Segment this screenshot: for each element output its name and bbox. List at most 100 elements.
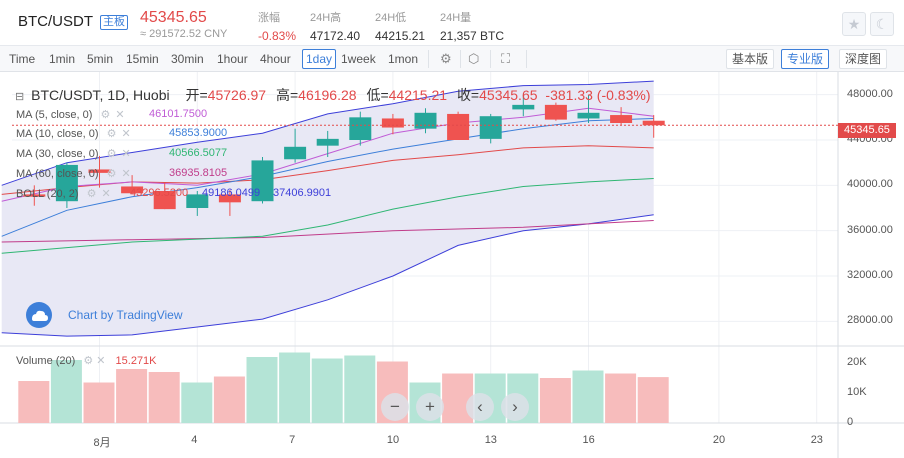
price-tick-label: 48000.00 <box>847 87 893 100</box>
candle-body <box>55 164 78 202</box>
settings-icon[interactable]: ⚙ <box>106 128 117 140</box>
close-icon[interactable]: ✕ <box>121 128 131 140</box>
interval-5min[interactable]: 5min <box>87 52 114 66</box>
indicator-name: MA (5, close, 0) <box>16 109 93 121</box>
candle-body <box>23 194 46 197</box>
volume-bar <box>605 373 637 423</box>
zoom-in-button[interactable]: + <box>416 393 444 421</box>
close-icon[interactable]: ✕ <box>96 355 106 367</box>
ticker-header: BTC/USDT 主板 45345.65 ≈ 291572.52 CNY 涨幅 … <box>0 0 904 46</box>
stat-24h-high: 24H高 47172.40 <box>310 9 360 43</box>
high-label: 高= <box>275 87 299 103</box>
interval-1min[interactable]: 1min <box>49 52 76 66</box>
toolbar-divider <box>490 50 491 68</box>
theme-toggle-button[interactable]: ☾ <box>870 12 894 36</box>
volume-bar <box>311 358 343 423</box>
moon-icon: ☾ <box>875 16 889 32</box>
indicator-ma30[interactable]: MA (30, close, 0) ⚙ ✕ 40566.5077 <box>16 147 227 160</box>
settings-icon[interactable]: ⚙ <box>106 148 117 160</box>
close-icon[interactable]: ✕ <box>121 168 131 180</box>
boll-band-fill <box>1 81 654 337</box>
price-tick-label: 28000.00 <box>847 314 893 327</box>
interval-1mon[interactable]: 1mon <box>388 52 419 66</box>
stat-label: 24H高 <box>310 12 342 24</box>
view-pro-button[interactable]: 专业版 <box>781 49 830 69</box>
time-tick-label: 16 <box>582 434 595 446</box>
time-tick-label: 10 <box>386 434 400 446</box>
interval-1day[interactable]: 1day <box>302 49 337 69</box>
settings-icon[interactable]: ⚙ <box>100 109 111 121</box>
indicator-ma5[interactable]: MA (5, close, 0) ⚙ ✕ 46101.7500 <box>16 108 207 121</box>
stat-label: 涨幅 <box>258 12 280 24</box>
stat-value: 44215.21 <box>375 29 426 43</box>
stat-value: -0.83% <box>258 29 297 43</box>
toolbar-divider <box>526 50 527 68</box>
interval-15min[interactable]: 15min <box>126 52 159 66</box>
volume-tick-label: 10K <box>847 386 867 398</box>
ma10-line <box>1 118 654 237</box>
settings-icon[interactable]: ⚙ <box>83 355 94 367</box>
indicator-ma60[interactable]: MA (60, close, 0) ⚙ ✕ 36935.8105 <box>16 167 227 180</box>
interval-30min[interactable]: 30min <box>171 52 204 66</box>
fullscreen-icon[interactable]: ⛶ <box>501 51 511 66</box>
settings-icon[interactable]: ⚙ <box>440 51 452 66</box>
view-basic-button[interactable]: 基本版 <box>726 49 775 69</box>
favorite-button[interactable]: ★ <box>842 12 866 36</box>
volume-bar <box>637 377 669 423</box>
close-icon[interactable]: ✕ <box>101 188 111 200</box>
last-price: 45345.65 <box>140 9 207 26</box>
interval-4hour[interactable]: 4hour <box>260 52 291 66</box>
view-depth-button[interactable]: 深度图 <box>839 49 888 69</box>
volume-bar <box>539 378 571 423</box>
volume-indicator[interactable]: Volume (20) ⚙ ✕ 15.271K <box>16 354 157 367</box>
candle-body <box>251 160 274 202</box>
interval-1week[interactable]: 1week <box>341 52 376 66</box>
low-value: 44215.21 <box>388 87 448 103</box>
close-icon[interactable]: ✕ <box>121 148 131 160</box>
candle-body <box>610 115 633 123</box>
price-tick-label: 36000.00 <box>847 223 893 236</box>
indicator-ma10[interactable]: MA (10, close, 0) ⚙ ✕ 45853.9000 <box>16 127 227 140</box>
open-label: 开= <box>185 87 208 103</box>
close-icon[interactable]: ✕ <box>115 109 125 121</box>
candle-body <box>381 118 404 128</box>
settings-icon[interactable]: ⚙ <box>86 188 97 200</box>
indicator-boll[interactable]: BOLL (20, 2) ⚙ ✕ 43296.5200 49186.0499 37… <box>16 187 331 200</box>
volume-bar <box>116 369 148 423</box>
candle-body <box>349 117 372 140</box>
tradingview-logo[interactable] <box>26 302 52 328</box>
ma60-line <box>1 220 654 243</box>
stat-label: 24H量 <box>440 12 472 24</box>
price-chart[interactable]: ⊟ BTC/USDT, 1D, Huobi 开=45726.97 高=46196… <box>0 72 904 458</box>
indicator-value: 49186.0499 <box>202 187 261 199</box>
pair-name: BTC/USDT <box>18 13 93 30</box>
stat-value: 47172.40 <box>310 29 361 43</box>
indicator-name: MA (30, close, 0) <box>16 148 99 160</box>
scroll-right-button[interactable]: › <box>501 393 529 421</box>
indicator-name: MA (60, close, 0) <box>16 168 99 180</box>
tradingview-watermark[interactable]: Chart by TradingView <box>68 308 183 322</box>
open-value: 45726.97 <box>207 87 267 103</box>
scroll-left-button[interactable]: ‹ <box>466 393 494 421</box>
board-badge[interactable]: 主板 <box>100 15 128 30</box>
candle-body <box>316 138 339 146</box>
interval-1hour[interactable]: 1hour <box>217 52 248 66</box>
zoom-out-button[interactable]: − <box>381 393 409 421</box>
time-tick-label: 7 <box>289 434 296 446</box>
indicator-value: 37406.9901 <box>273 187 332 199</box>
indicator-value: 45853.9000 <box>169 127 228 139</box>
candle-body <box>642 120 665 126</box>
interval-time[interactable]: Time <box>9 52 36 66</box>
indicators-icon[interactable]: ⬡ <box>468 51 480 66</box>
settings-icon[interactable]: ⚙ <box>106 168 117 180</box>
collapse-icon[interactable]: ⊟ <box>15 91 25 103</box>
ma30-line <box>1 178 654 254</box>
close-value: 45345.65 <box>479 87 538 103</box>
boll-upper-line <box>1 80 654 186</box>
indicator-value: 46101.7500 <box>149 108 208 120</box>
candle-body <box>284 146 307 160</box>
cloud-icon <box>32 310 48 321</box>
boll-lower-line <box>1 214 654 337</box>
price-chart-canvas[interactable] <box>0 72 904 458</box>
volume-tick-label: 0 <box>847 416 854 428</box>
